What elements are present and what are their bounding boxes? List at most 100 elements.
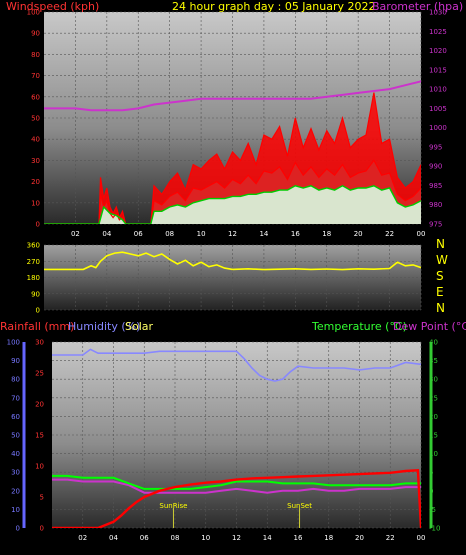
climate-time-tick: 10 bbox=[201, 534, 210, 542]
compass-label: W bbox=[436, 253, 448, 267]
barometer-axis: 975 980 985 990 995 1000 1005 1010 1015 1020 1025 1… bbox=[429, 9, 447, 229]
compass-label: E bbox=[436, 285, 444, 299]
windspeed-tick: 40 bbox=[31, 136, 40, 144]
windspeed-tick: 10 bbox=[31, 199, 40, 207]
climate-grid bbox=[22, 341, 433, 529]
windspeed-axis-label: Windspeed (kph) bbox=[6, 0, 99, 13]
humidity-tick: 10 bbox=[11, 506, 20, 514]
barometer-tick: 1020 bbox=[429, 47, 447, 55]
humidity-tick: 30 bbox=[11, 469, 20, 477]
wind-time-tick: 08 bbox=[165, 230, 174, 238]
rainfall-tick: 0 bbox=[40, 525, 44, 533]
barometer-tick: 980 bbox=[429, 201, 442, 209]
humidity-tick: 0 bbox=[16, 525, 20, 533]
windspeed-tick: 20 bbox=[31, 178, 40, 186]
wind-time-tick: 14 bbox=[259, 230, 268, 238]
humidity-tick: 50 bbox=[11, 432, 20, 440]
temperature-tick: -10 bbox=[429, 525, 440, 533]
rainfall-axis: 0 5 10 15 20 25 30 bbox=[35, 339, 44, 533]
windspeed-tick: 60 bbox=[31, 93, 40, 101]
dewpoint-line bbox=[52, 478, 421, 494]
rainfall-tick: 25 bbox=[35, 370, 44, 378]
humidity-tick: 100 bbox=[7, 339, 20, 347]
avg-wind-line bbox=[44, 185, 421, 224]
humidity-tick: 90 bbox=[11, 357, 20, 365]
climate-time-tick: 08 bbox=[171, 534, 180, 542]
barometer-tick: 995 bbox=[429, 143, 442, 151]
temperature-tick: 10 bbox=[429, 450, 438, 458]
barometer-tick: 1000 bbox=[429, 124, 447, 132]
direction-tick: 270 bbox=[27, 258, 40, 266]
windspeed-tick: 30 bbox=[31, 157, 40, 165]
climate-series: SunRise SunSet bbox=[52, 348, 421, 528]
rainfall-tick: 20 bbox=[35, 401, 44, 409]
wind-time-tick: 04 bbox=[102, 230, 111, 238]
wind-time-tick: 02 bbox=[71, 230, 80, 238]
rainfall-tick: 30 bbox=[35, 339, 44, 347]
wind-time-tick: 18 bbox=[322, 230, 331, 238]
rainfall-tick: 15 bbox=[35, 432, 44, 440]
wind-time-tick: 06 bbox=[134, 230, 143, 238]
compass-label: N bbox=[436, 301, 445, 315]
climate-time-tick: 04 bbox=[109, 534, 118, 542]
wind-time-tick: 10 bbox=[197, 230, 206, 238]
barometer-tick: 1030 bbox=[429, 9, 447, 17]
barometer-tick: 1025 bbox=[429, 28, 447, 36]
climate-time-tick: 02 bbox=[78, 534, 87, 542]
rainfall-tick: 10 bbox=[35, 463, 44, 471]
temperature-tick: 15 bbox=[429, 432, 438, 440]
climate-time-tick: 20 bbox=[355, 534, 364, 542]
wind-time-tick: 12 bbox=[228, 230, 237, 238]
rainfall-tick: 5 bbox=[40, 494, 44, 502]
windspeed-tick: 90 bbox=[31, 30, 40, 38]
humidity-axis: 0 10 20 30 40 50 60 70 80 90 100 bbox=[7, 339, 20, 533]
windspeed-tick: 100 bbox=[27, 9, 40, 17]
climate-time-axis: 02 04 06 08 10 12 14 16 18 20 22 00 bbox=[78, 534, 425, 542]
direction-tick: 180 bbox=[27, 274, 40, 282]
dewpoint-axis-label: Dew Point (°C) bbox=[393, 320, 466, 333]
temperature-tick: 30 bbox=[429, 376, 438, 384]
direction-series bbox=[44, 251, 421, 271]
barometer-tick: 975 bbox=[429, 221, 442, 229]
temperature-tick: 20 bbox=[429, 413, 438, 421]
compass-label: S bbox=[436, 269, 444, 283]
humidity-line bbox=[52, 348, 421, 382]
direction-grid bbox=[44, 244, 422, 311]
compass-label: N bbox=[436, 237, 445, 251]
direction-axis: 0 90 180 270 360 bbox=[27, 242, 40, 315]
barometer-axis-label: Barometer (hpa) bbox=[372, 0, 463, 13]
barometer-tick: 985 bbox=[429, 182, 442, 190]
direction-tick: 0 bbox=[36, 307, 40, 315]
barometer-line bbox=[44, 80, 421, 112]
temperature-tick: 25 bbox=[429, 394, 438, 402]
humidity-tick: 80 bbox=[11, 376, 20, 384]
solar-axis-label: Solar bbox=[125, 320, 154, 333]
temperature-axis: -10 -5 0 5 10 15 20 25 30 35 40 bbox=[429, 339, 440, 533]
climate-time-tick: 06 bbox=[140, 534, 149, 542]
temperature-tick: 5 bbox=[429, 469, 433, 477]
barometer-tick: 1005 bbox=[429, 105, 447, 113]
barometer-tick: 1010 bbox=[429, 86, 447, 94]
avg-wind-area bbox=[44, 185, 421, 224]
barometer-tick: 990 bbox=[429, 163, 442, 171]
temperature-tick: -5 bbox=[429, 506, 436, 514]
rainfall-axis-label: Rainfall (mm) bbox=[0, 320, 74, 333]
rainfall-line bbox=[52, 469, 421, 528]
wind-time-tick: 20 bbox=[354, 230, 363, 238]
climate-time-tick: 22 bbox=[386, 534, 395, 542]
chart-title: 24 hour graph day : 05 January 2022 bbox=[172, 0, 376, 13]
direction-tick: 360 bbox=[27, 242, 40, 250]
climate-time-tick: 16 bbox=[294, 534, 303, 542]
climate-time-tick: 00 bbox=[417, 534, 426, 542]
temperature-tick: 0 bbox=[429, 487, 433, 495]
humidity-tick: 20 bbox=[11, 487, 20, 495]
wind-time-tick: 22 bbox=[385, 230, 394, 238]
windspeed-axis: 0 10 20 30 40 50 60 70 80 90 100 bbox=[27, 9, 40, 229]
humidity-tick: 60 bbox=[11, 413, 20, 421]
windspeed-tick: 0 bbox=[36, 221, 40, 229]
wind-time-axis: 02 04 06 08 10 12 14 16 18 20 22 00 bbox=[71, 230, 426, 238]
